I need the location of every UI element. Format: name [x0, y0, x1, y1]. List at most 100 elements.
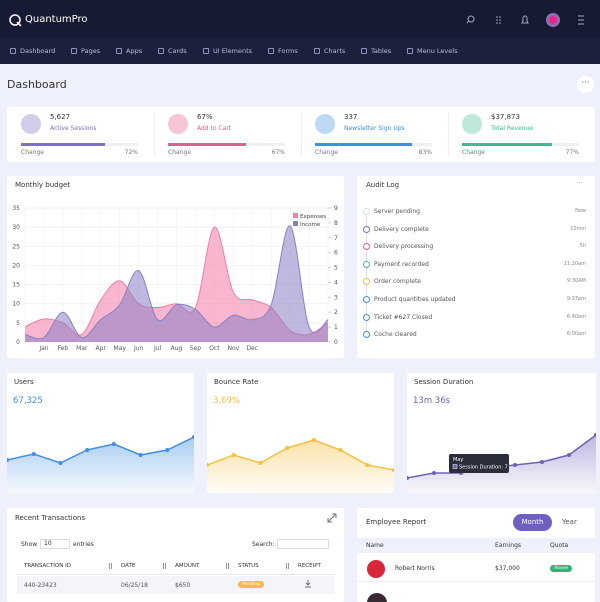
- progress-bar: [168, 143, 247, 146]
- sort-icon[interactable]: [163, 563, 166, 569]
- timeline-dot: [363, 225, 370, 233]
- spark-chart: May Session Duration: 7: [407, 433, 596, 493]
- y-tick-label: 20: [12, 262, 20, 269]
- page-size[interactable]: 10: [40, 539, 70, 549]
- column-header: TRANSACTION ID: [24, 563, 71, 569]
- progress-bar: [315, 143, 413, 146]
- column-header: DATE: [121, 563, 136, 569]
- nav-item[interactable]: Pages: [71, 47, 100, 55]
- nav-item[interactable]: Tables: [361, 47, 391, 55]
- point: [258, 461, 263, 465]
- y2-tick-label: 2: [334, 309, 338, 316]
- nav-icon: [361, 48, 367, 54]
- column-header: Name: [366, 542, 384, 549]
- tab-year[interactable]: Year: [562, 518, 577, 526]
- point: [31, 452, 36, 456]
- nav-item[interactable]: UI Elements: [203, 47, 252, 55]
- brand: QuantumPro: [25, 14, 88, 25]
- log-text: Coche cleared: [374, 331, 417, 339]
- point: [392, 468, 394, 472]
- point: [311, 438, 316, 442]
- divider: [448, 113, 449, 156]
- column-header: STATUS: [238, 563, 259, 569]
- point: [407, 476, 409, 480]
- card-title: Recent Transactions: [15, 514, 86, 522]
- sort-icon[interactable]: [226, 563, 229, 569]
- timeline-dot: [363, 296, 370, 303]
- card-title: Bounce Rate: [214, 378, 259, 386]
- nav-item[interactable]: Charts: [314, 47, 345, 55]
- cell: $650: [175, 582, 191, 589]
- legend-label: Income: [300, 222, 321, 228]
- log-text: Delivery complete: [374, 225, 429, 233]
- y2-tick-label: 3: [334, 294, 338, 301]
- point: [58, 461, 63, 465]
- card-title: Monthly budget: [15, 181, 71, 189]
- divider: [154, 113, 155, 156]
- sort-icon[interactable]: [109, 563, 112, 569]
- line: [7, 436, 194, 464]
- stat-label: Newsletter Sign Ups: [344, 125, 405, 132]
- change-label: Change: [168, 149, 191, 156]
- log-time: Now: [575, 208, 586, 214]
- stat-value: 337: [344, 113, 358, 121]
- log-text: Payment recorded: [374, 260, 429, 268]
- stats-strip: 5,627 Active Sessions Change 72% 67% Add to C…: [7, 107, 595, 162]
- nav-item[interactable]: Forms: [268, 47, 298, 55]
- x-tick-label: Mar: [76, 345, 88, 352]
- stat-label: Total Revenue: [491, 125, 534, 132]
- expand-icon[interactable]: [327, 513, 337, 523]
- nav-item[interactable]: Dashboard: [10, 47, 55, 55]
- point: [540, 460, 544, 464]
- more-button[interactable]: ···: [577, 76, 594, 93]
- nav-item[interactable]: Cards: [158, 47, 187, 55]
- card-title: Audit Log: [366, 181, 400, 189]
- top-icons[interactable]: [460, 12, 595, 28]
- y2-tick-label: 7: [334, 235, 338, 242]
- entries-label: entries: [73, 541, 94, 548]
- x-tick-label: Feb: [58, 345, 69, 352]
- point: [85, 448, 90, 452]
- x-tick-label: Sep: [190, 345, 202, 352]
- cell: Robert Norris: [395, 565, 435, 572]
- change-label: Change: [21, 149, 44, 156]
- timeline-dot: [363, 243, 370, 251]
- log-time: 5h: [579, 243, 586, 250]
- headline: 67,325: [13, 396, 43, 406]
- stat-value: 5,627: [50, 113, 71, 121]
- y-tick-label: 0: [16, 339, 20, 346]
- nav-item[interactable]: Menu Levels: [407, 47, 457, 55]
- column-header: Quota: [550, 542, 569, 549]
- download-icon[interactable]: [304, 580, 312, 588]
- card-title: Users: [14, 378, 34, 386]
- nav-item[interactable]: Apps: [116, 47, 142, 55]
- spark-chart: [207, 438, 394, 493]
- log-time: 9:37pm: [566, 296, 586, 302]
- nav-label: Apps: [126, 47, 143, 55]
- nav-label: Charts: [324, 47, 346, 55]
- progress-bar: [462, 143, 553, 146]
- area: [7, 437, 194, 493]
- search-label: Search:: [252, 541, 275, 548]
- menu-dots[interactable]: ···: [576, 179, 583, 187]
- change-label: Change: [462, 149, 485, 156]
- legend-swatch: [293, 213, 298, 218]
- nav-label: Dashboard: [20, 47, 56, 55]
- tab-month[interactable]: Month: [513, 514, 552, 531]
- table-row: 440-23423 06/25/18 $650 Pending: [17, 576, 334, 594]
- spark-chart: [7, 435, 194, 493]
- quota-badge: Above: [550, 565, 573, 572]
- point: [432, 471, 436, 475]
- log-text: Server pending: [374, 208, 420, 215]
- tooltip-text: Session Duration: 7: [459, 465, 508, 471]
- logo: [9, 14, 22, 27]
- y2-tick-label: 1: [334, 324, 338, 331]
- point: [594, 433, 596, 437]
- point: [207, 463, 209, 467]
- search-input[interactable]: [277, 539, 329, 549]
- x-tick-label: Jul: [153, 345, 162, 352]
- point: [192, 435, 194, 439]
- sort-icon[interactable]: [286, 563, 289, 569]
- change-value: 77%: [565, 149, 579, 156]
- legend-swatch: [293, 221, 298, 226]
